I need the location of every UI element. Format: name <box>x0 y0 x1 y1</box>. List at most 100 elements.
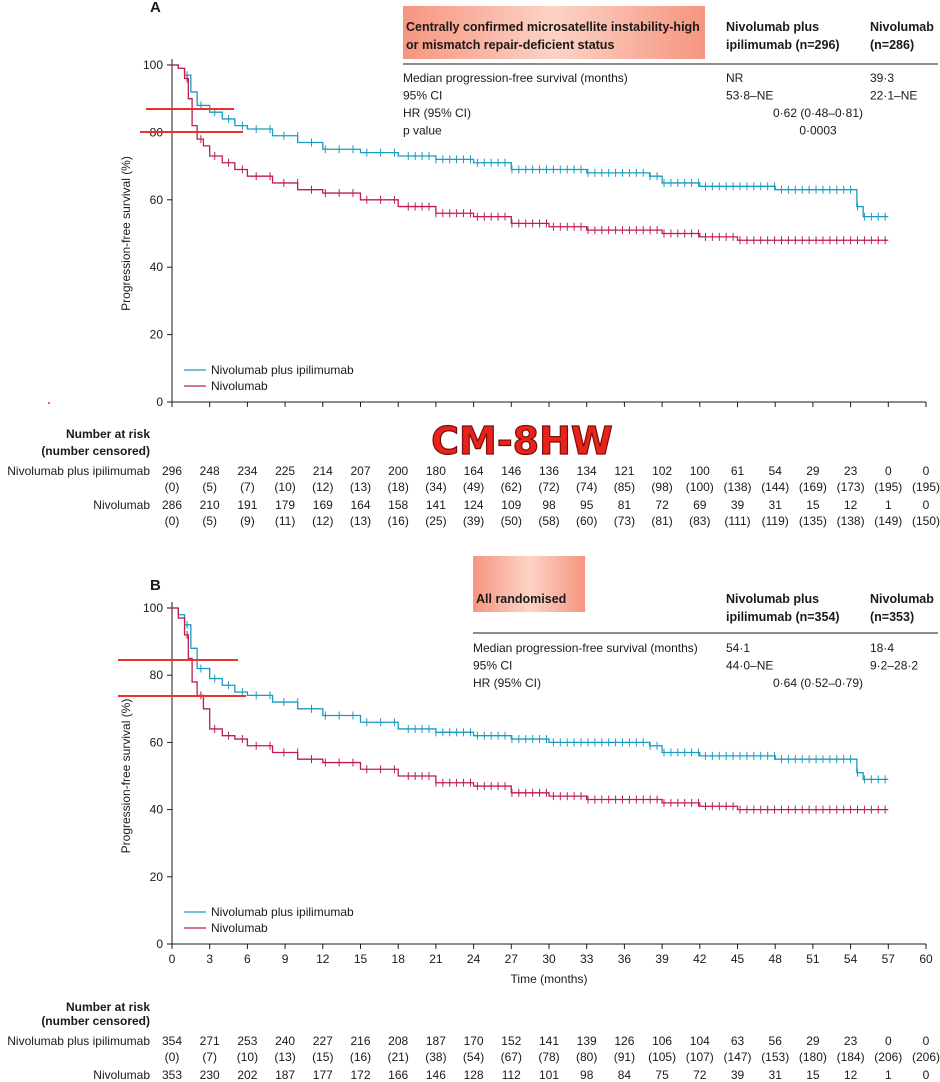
risk-at-risk-value: 15 <box>806 498 820 512</box>
y-tick-label: 60 <box>150 735 164 749</box>
watermark-logo: CM-8HW <box>431 419 613 463</box>
panel-title-line1: Centrally confirmed microsatellite insta… <box>406 20 700 34</box>
risk-censored-value: (81) <box>651 514 672 528</box>
risk-at-risk-value: 0 <box>885 464 892 478</box>
x-tick-label: 42 <box>693 952 707 966</box>
table-col2-header: (n=353) <box>870 610 914 624</box>
risk-censored-value: (0) <box>165 514 180 528</box>
risk-censored-value: (21) <box>388 1050 409 1064</box>
risk-censored-value: (49) <box>463 480 484 494</box>
risk-censored-value: (5) <box>202 480 217 494</box>
risk-censored-value: (138) <box>837 514 865 528</box>
panel-title: All randomised <box>476 592 566 606</box>
risk-at-risk-value: 207 <box>350 464 370 478</box>
x-tick-label: 33 <box>580 952 594 966</box>
risk-censored-value: (18) <box>388 480 409 494</box>
risk-at-risk-value: 112 <box>502 1068 521 1082</box>
risk-censored-value: (111) <box>724 514 750 528</box>
risk-censored-value: (9) <box>240 514 255 528</box>
risk-at-risk-value: 12 <box>844 498 858 512</box>
panel-a: A Centrally confirmed microsatellite inst… <box>7 0 940 528</box>
risk-censored-value: (72) <box>538 480 559 494</box>
x-tick-label: 21 <box>429 952 443 966</box>
risk-at-risk-value: 31 <box>769 498 783 512</box>
risk-at-risk-value: 84 <box>618 1068 632 1082</box>
risk-censored-value: (16) <box>388 514 409 528</box>
risk-censored-value: (13) <box>274 1050 295 1064</box>
risk-at-risk-value: 191 <box>237 498 257 512</box>
y-tick-label: 40 <box>150 803 164 817</box>
risk-at-risk-value: 39 <box>731 1068 745 1082</box>
table-value-mono: 9·2–28·2 <box>870 659 918 673</box>
risk-at-risk-value: 187 <box>426 1034 446 1048</box>
table-row-label: HR (95% CI) <box>473 676 541 690</box>
risk-at-risk-value: 177 <box>313 1068 333 1082</box>
risk-censored-value: (39) <box>463 514 484 528</box>
table-value-center: 0·0003 <box>799 124 837 138</box>
x-tick-label: 27 <box>505 952 519 966</box>
risk-row-label: Nivolumab <box>93 498 150 512</box>
risk-at-risk-value: 81 <box>618 498 632 512</box>
risk-at-risk-value: 248 <box>200 464 220 478</box>
table-value-mono: 39·3 <box>870 71 894 85</box>
risk-at-risk-value: 271 <box>200 1034 220 1048</box>
risk-censored-value: (150) <box>912 514 940 528</box>
x-axis-label: Time (months) <box>511 972 588 986</box>
risk-at-risk-value: 225 <box>275 464 295 478</box>
table-col2-header: Nivolumab <box>870 20 934 34</box>
x-tick-label: 24 <box>467 952 481 966</box>
risk-at-risk-value: 63 <box>731 1034 745 1048</box>
risk-at-risk-value: 234 <box>237 464 257 478</box>
risk-at-risk-value: 139 <box>577 1034 597 1048</box>
risk-censored-value: (83) <box>689 514 710 528</box>
risk-at-risk-value: 95 <box>580 498 594 512</box>
table-row-label: 95% CI <box>473 659 512 673</box>
risk-censored-value: (50) <box>501 514 522 528</box>
y-tick-label: 80 <box>150 668 164 682</box>
risk-censored-value: (206) <box>874 1050 902 1064</box>
risk-at-risk-value: 75 <box>655 1068 669 1082</box>
risk-at-risk-value: 0 <box>923 1034 930 1048</box>
risk-censored-value: (80) <box>576 1050 597 1064</box>
risk-at-risk-value: 354 <box>162 1034 182 1048</box>
risk-censored-value: (85) <box>614 480 635 494</box>
risk-at-risk-value: 141 <box>426 498 446 512</box>
risk-at-risk-value: 166 <box>388 1068 408 1082</box>
risk-at-risk-value: 15 <box>806 1068 820 1082</box>
risk-at-risk-value: 179 <box>275 498 295 512</box>
risk-censored-value: (15) <box>312 1050 333 1064</box>
risk-censored-value: (73) <box>614 514 635 528</box>
table-value-combo: NR <box>726 71 744 85</box>
risk-censored-value: (149) <box>874 514 902 528</box>
risk-at-risk-value: 29 <box>806 1034 820 1048</box>
risk-header-sub: (number censored) <box>41 444 150 458</box>
risk-censored-value: (138) <box>723 480 751 494</box>
table-value-combo: 44·0–NE <box>726 659 773 673</box>
risk-at-risk-value: 102 <box>652 464 672 478</box>
x-tick-label: 9 <box>282 952 289 966</box>
km-curve-combo <box>172 64 889 218</box>
risk-censored-value: (10) <box>237 1050 258 1064</box>
table-value-mono: 18·4 <box>870 641 894 655</box>
risk-censored-value: (25) <box>425 514 446 528</box>
risk-censored-value: (147) <box>723 1050 751 1064</box>
risk-at-risk-value: 180 <box>426 464 446 478</box>
risk-at-risk-value: 136 <box>539 464 559 478</box>
risk-at-risk-value: 216 <box>350 1034 370 1048</box>
table-row-label: p value <box>403 124 442 138</box>
table-col2-header: Nivolumab <box>870 592 934 606</box>
risk-at-risk-value: 0 <box>923 498 930 512</box>
risk-censored-value: (34) <box>425 480 446 494</box>
km-curve-combo <box>172 607 889 781</box>
risk-censored-value: (0) <box>165 1050 180 1064</box>
risk-at-risk-value: 101 <box>539 1068 559 1082</box>
risk-censored-value: (105) <box>648 1050 676 1064</box>
risk-censored-value: (78) <box>538 1050 559 1064</box>
risk-censored-value: (12) <box>312 480 333 494</box>
risk-at-risk-value: 121 <box>614 464 634 478</box>
risk-at-risk-value: 0 <box>923 1068 930 1082</box>
risk-censored-value: (135) <box>799 514 827 528</box>
risk-censored-value: (180) <box>799 1050 827 1064</box>
risk-censored-value: (13) <box>350 514 371 528</box>
risk-censored-value: (169) <box>799 480 827 494</box>
